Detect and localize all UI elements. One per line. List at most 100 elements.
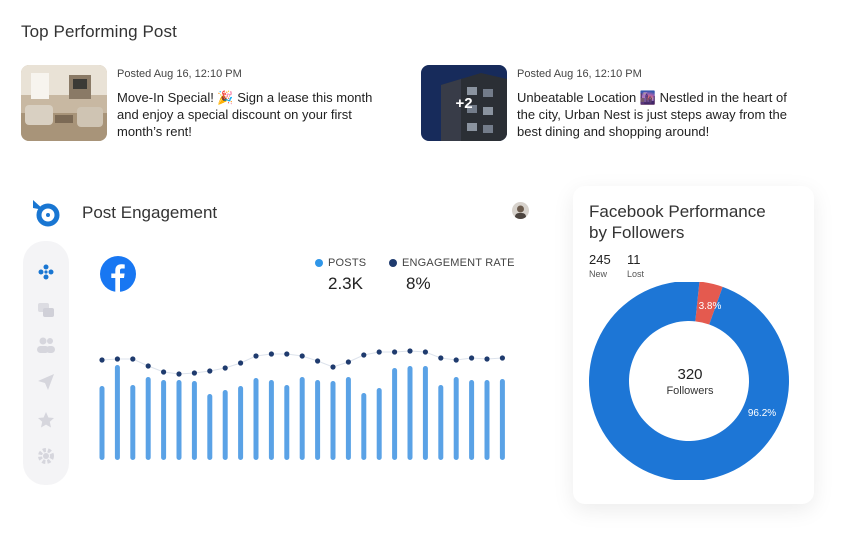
engagement-rate-point[interactable] <box>99 357 105 363</box>
user-avatar-icon <box>515 205 526 219</box>
more-images-count: +2 <box>421 65 507 141</box>
engagement-rate-point[interactable] <box>130 356 136 362</box>
post-text-1: Move-In Special! 🎉 Sign a lease this mon… <box>117 90 373 139</box>
engagement-rate-point[interactable] <box>361 352 367 358</box>
posts-bar[interactable] <box>284 385 290 460</box>
engagement-rate-point[interactable] <box>253 353 259 359</box>
nav-send-icon[interactable] <box>36 372 56 392</box>
engagement-rate-point[interactable] <box>114 356 120 362</box>
engagement-rate-point[interactable] <box>207 368 213 374</box>
lost-segment[interactable] <box>695 282 723 325</box>
section-title-top-post: Top Performing Post <box>21 22 177 41</box>
posts-bar[interactable] <box>253 378 259 460</box>
engagement-rate-point[interactable] <box>191 370 197 376</box>
posts-bar[interactable] <box>222 390 228 460</box>
engagement-rate-point[interactable] <box>438 355 444 361</box>
brand-logo-icon <box>30 198 62 228</box>
posts-bar[interactable] <box>114 365 120 460</box>
nav-messages-icon[interactable] <box>36 300 56 320</box>
donut-center: 320 Followers <box>640 366 740 397</box>
engagement-rate-point[interactable] <box>484 356 490 362</box>
legend-engagement-rate: ENGAGEMENT RATE <box>389 257 515 269</box>
followers-donut-chart: 3.8% 96.2% <box>589 282 789 480</box>
posts-bar[interactable] <box>484 380 490 460</box>
legend-posts: POSTS <box>315 257 366 269</box>
engagement-rate-point[interactable] <box>238 360 244 366</box>
new-followers-stat: 245 New <box>589 252 611 279</box>
post-thumbnail-2[interactable]: +2 <box>421 65 507 141</box>
posts-bar[interactable] <box>376 388 382 460</box>
building-photo <box>421 65 507 141</box>
legend-rate-dot <box>389 259 397 267</box>
nav-dashboard-icon[interactable] <box>36 262 56 282</box>
engagement-rate-point[interactable] <box>176 371 182 377</box>
engagement-rate-value: 8% <box>406 274 431 293</box>
post-card-1[interactable]: Posted Aug 16, 12:10 PM Move-In Special!… <box>21 65 411 143</box>
posts-bar[interactable] <box>469 380 475 460</box>
new-segment[interactable] <box>589 282 789 480</box>
new-percent-label: 96.2% <box>748 408 776 419</box>
title-line-2: by Followers <box>589 223 685 242</box>
lost-followers-stat: 11 Lost <box>627 252 644 279</box>
interior-photo <box>21 65 107 141</box>
posts-bar[interactable] <box>453 377 459 460</box>
engagement-rate-point[interactable] <box>222 365 228 371</box>
posts-bar[interactable] <box>268 380 274 460</box>
post-text-2: Unbeatable Location 🌆 Nestled in the hea… <box>517 90 787 139</box>
engagement-rate-point[interactable] <box>376 349 382 355</box>
posts-bar[interactable] <box>330 381 336 460</box>
posts-bar[interactable] <box>238 386 244 460</box>
nav-users-icon[interactable] <box>36 335 56 355</box>
engagement-rate-point[interactable] <box>268 351 274 357</box>
avatar[interactable] <box>512 202 529 219</box>
posts-bar[interactable] <box>176 380 182 460</box>
facebook-performance-title: Facebook Performance by Followers <box>589 201 766 243</box>
nav-star-icon[interactable] <box>36 410 56 430</box>
posts-bar[interactable] <box>161 380 167 460</box>
posts-bar[interactable] <box>145 377 151 460</box>
nav-settings-icon[interactable] <box>36 446 56 466</box>
posts-bar[interactable] <box>499 379 505 460</box>
posts-bar[interactable] <box>422 366 428 460</box>
engagement-title: Post Engagement <box>82 203 218 222</box>
posts-bar[interactable] <box>407 366 413 460</box>
posts-bar[interactable] <box>130 385 136 460</box>
legend-rate-label: ENGAGEMENT RATE <box>402 257 515 269</box>
engagement-rate-point[interactable] <box>469 355 475 361</box>
posts-bar[interactable] <box>99 386 105 460</box>
engagement-rate-point[interactable] <box>299 353 305 359</box>
post-meta-2: Posted Aug 16, 12:10 PM <box>517 68 642 80</box>
posts-total: 2.3K <box>328 274 363 293</box>
engagement-chart <box>99 348 505 460</box>
post-meta-1: Posted Aug 16, 12:10 PM <box>117 68 242 80</box>
engagement-rate-point[interactable] <box>315 358 321 364</box>
posts-bar[interactable] <box>315 380 321 460</box>
facebook-icon <box>100 256 136 292</box>
engagement-rate-point[interactable] <box>499 355 505 361</box>
engagement-rate-point[interactable] <box>145 363 151 369</box>
title-line-1: Facebook Performance <box>589 202 766 221</box>
engagement-rate-point[interactable] <box>330 364 336 370</box>
post-thumbnail-1[interactable] <box>21 65 107 141</box>
engagement-rate-point[interactable] <box>407 348 413 354</box>
new-followers-label: New <box>589 269 608 279</box>
posts-bar[interactable] <box>392 368 398 460</box>
posts-bar[interactable] <box>299 377 305 460</box>
posts-bar[interactable] <box>191 381 197 460</box>
posts-bar[interactable] <box>207 394 213 460</box>
lost-followers-value: 11 <box>627 252 641 267</box>
legend-posts-label: POSTS <box>328 257 367 269</box>
lost-percent-label: 3.8% <box>699 301 722 312</box>
donut-center-value: 320 <box>677 366 703 383</box>
post-card-2[interactable]: +2 Posted Aug 16, 12:10 PM Unbeatable Lo… <box>421 65 821 143</box>
posts-bar[interactable] <box>361 393 367 460</box>
engagement-rate-point[interactable] <box>345 359 351 365</box>
engagement-rate-point[interactable] <box>453 357 459 363</box>
legend-posts-dot <box>315 259 323 267</box>
engagement-rate-point[interactable] <box>161 369 167 375</box>
posts-bar[interactable] <box>345 377 351 460</box>
engagement-rate-point[interactable] <box>422 349 428 355</box>
engagement-rate-point[interactable] <box>392 349 398 355</box>
engagement-rate-point[interactable] <box>284 351 290 357</box>
posts-bar[interactable] <box>438 385 444 460</box>
